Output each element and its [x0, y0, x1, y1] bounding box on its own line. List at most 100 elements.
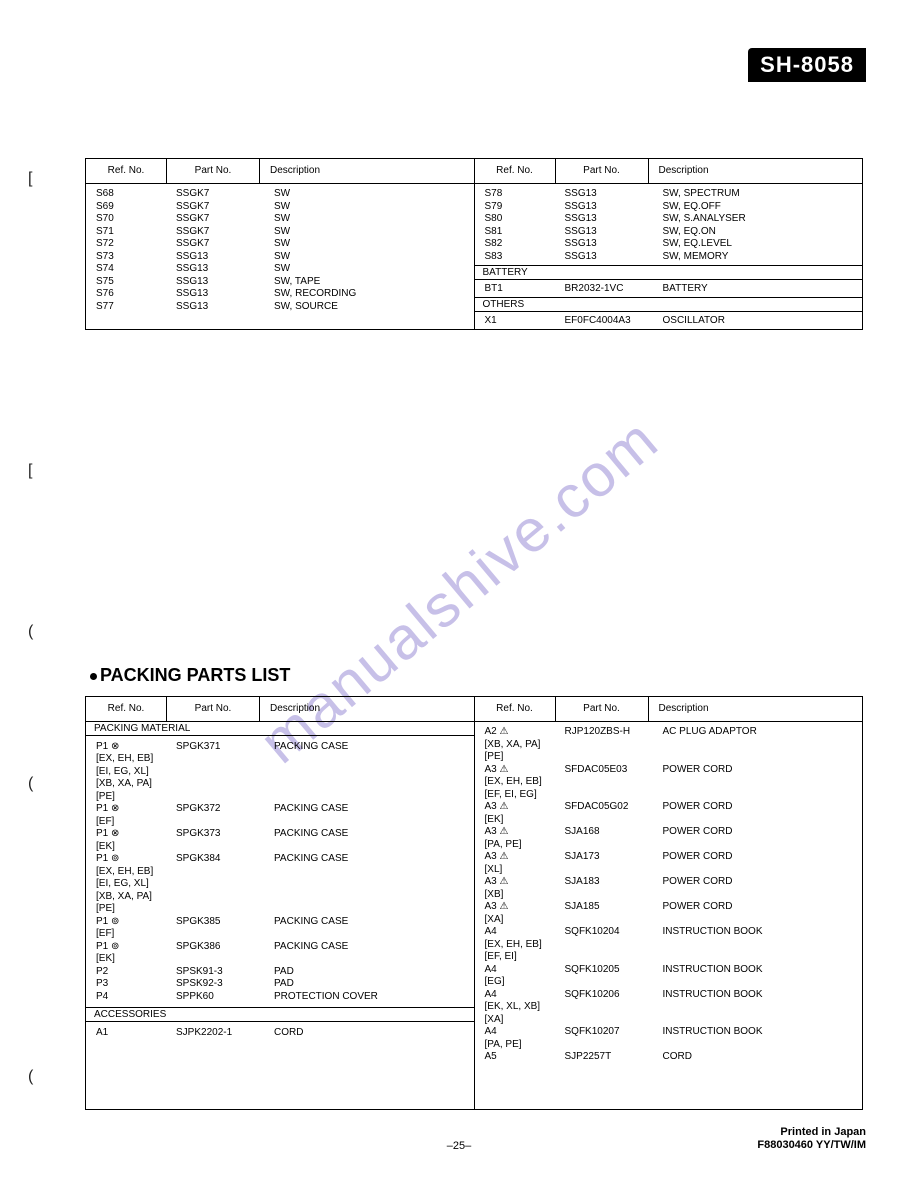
packing-parts-table: Ref. No. Part No. Description PACKING MA… — [85, 696, 863, 1110]
cell-desc: PROTECTION COVER — [264, 990, 474, 1003]
cell-part — [561, 938, 653, 951]
cell-part — [561, 1001, 653, 1014]
cell-part: SSGK7 — [172, 225, 264, 238]
cell-part — [561, 788, 653, 801]
cell-desc: POWER CORD — [653, 851, 863, 864]
cell-part — [172, 840, 264, 853]
table-row: A3 ⚠SJA183POWER CORD — [475, 876, 863, 889]
cell-ref: [XA] — [475, 1013, 561, 1026]
cell-ref: [XA] — [475, 913, 561, 926]
table-row: A3 ⚠SFDAC05G02POWER CORD — [475, 801, 863, 814]
cell-part: SJA173 — [561, 851, 653, 864]
header-ref: Ref. No. — [475, 159, 556, 183]
table-row: [PE] — [86, 903, 474, 916]
cell-part: SSG13 — [172, 300, 264, 313]
cell-desc — [653, 938, 863, 951]
cell-ref: A4 — [475, 1026, 561, 1039]
table-row: P1 ⊗SPGK373PACKING CASE — [86, 828, 474, 841]
cell-desc: BATTERY — [653, 282, 863, 295]
cell-ref: S80 — [475, 213, 561, 226]
table-row: BT1BR2032-1VCBATTERY — [475, 282, 863, 295]
cell-ref: S82 — [475, 238, 561, 251]
cell-ref: A1 — [86, 1026, 172, 1039]
cell-desc: SW — [264, 250, 474, 263]
table-header: Ref. No. Part No. Description — [86, 697, 474, 722]
cell-desc: PACKING CASE — [264, 940, 474, 953]
cell-desc: POWER CORD — [653, 876, 863, 889]
cell-desc — [653, 751, 863, 764]
table-row: S83SSG13SW, MEMORY — [475, 250, 863, 263]
cell-desc — [264, 928, 474, 941]
cell-desc: PACKING CASE — [264, 828, 474, 841]
cell-ref: [XB, XA, PA] — [86, 778, 172, 791]
cell-part — [561, 738, 653, 751]
table-row: [EF, EI] — [475, 951, 863, 964]
accessories-label: ACCESSORIES — [86, 1007, 474, 1023]
cell-ref: [EX, EH, EB] — [475, 938, 561, 951]
cell-part: SPGK372 — [172, 803, 264, 816]
cell-part — [172, 903, 264, 916]
page: SH-8058 [ [ ( ( ( manualshive.com Ref. N… — [0, 0, 918, 1188]
table-row: S71SSGK7SW — [86, 225, 474, 238]
cell-desc — [264, 865, 474, 878]
table-row: A4SQFK10204INSTRUCTION BOOK — [475, 926, 863, 939]
header-part: Part No. — [556, 159, 649, 183]
cell-desc — [653, 863, 863, 876]
cell-part — [561, 913, 653, 926]
bullet-icon — [90, 673, 97, 680]
cell-desc — [264, 778, 474, 791]
cell-desc: POWER CORD — [653, 801, 863, 814]
table-row: S81SSG13SW, EQ.ON — [475, 225, 863, 238]
header-desc: Description — [649, 159, 863, 183]
table-row: S73SSG13SW — [86, 250, 474, 263]
cell-part: SQFK10207 — [561, 1026, 653, 1039]
table-row: A1SJPK2202-1CORD — [86, 1026, 474, 1039]
cell-part — [172, 928, 264, 941]
cell-ref: [EI, EG, XL] — [86, 765, 172, 778]
cell-part: SQFK10205 — [561, 963, 653, 976]
cell-part — [172, 765, 264, 778]
cell-desc: POWER CORD — [653, 901, 863, 914]
cell-desc — [264, 840, 474, 853]
cell-part: SPPK60 — [172, 990, 264, 1003]
table-row: S74SSG13SW — [86, 263, 474, 276]
cell-part — [172, 753, 264, 766]
table-header: Ref. No. Part No. Description — [475, 697, 863, 722]
table-row: [XB, XA, PA] — [475, 738, 863, 751]
table-row: [XB, XA, PA] — [86, 890, 474, 903]
cell-ref: [EK] — [86, 953, 172, 966]
table-row: P4SPPK60PROTECTION COVER — [86, 990, 474, 1003]
cell-desc — [264, 878, 474, 891]
header-desc: Description — [260, 697, 474, 721]
cell-desc: PAD — [264, 965, 474, 978]
cell-part — [561, 888, 653, 901]
cell-part: SSGK7 — [172, 188, 264, 201]
table-row: [EK] — [475, 813, 863, 826]
table-row: [EI, EG, XL] — [86, 878, 474, 891]
table-row: [PA, PE] — [475, 838, 863, 851]
cell-ref: P3 — [86, 978, 172, 991]
table-row: [EX, EH, EB] — [86, 865, 474, 878]
cell-ref: S78 — [475, 188, 561, 201]
cell-ref: A3 ⚠ — [475, 876, 561, 889]
cell-part: EF0FC4004A3 — [561, 314, 653, 327]
cell-desc: SW, EQ.LEVEL — [653, 238, 863, 251]
cell-ref: [PA, PE] — [475, 838, 561, 851]
cell-ref: S71 — [86, 225, 172, 238]
cell-ref: S81 — [475, 225, 561, 238]
cell-ref: [EX, EH, EB] — [475, 776, 561, 789]
cell-desc: SW — [264, 188, 474, 201]
table-row: [EG] — [475, 976, 863, 989]
table-row: P1 ⊚SPGK386PACKING CASE — [86, 940, 474, 953]
cell-ref: BT1 — [475, 282, 561, 295]
table-row: S79SSG13SW, EQ.OFF — [475, 200, 863, 213]
cell-part: SPSK92-3 — [172, 978, 264, 991]
table-row: S68SSGK7SW — [86, 188, 474, 201]
cell-part: SSG13 — [172, 288, 264, 301]
table-row: [PA, PE] — [475, 1038, 863, 1051]
cell-desc: SW — [264, 263, 474, 276]
table-header: Ref. No. Part No. Description — [86, 159, 474, 184]
cell-part: SSGK7 — [172, 213, 264, 226]
cell-ref: A4 — [475, 963, 561, 976]
cell-ref: [XL] — [475, 863, 561, 876]
